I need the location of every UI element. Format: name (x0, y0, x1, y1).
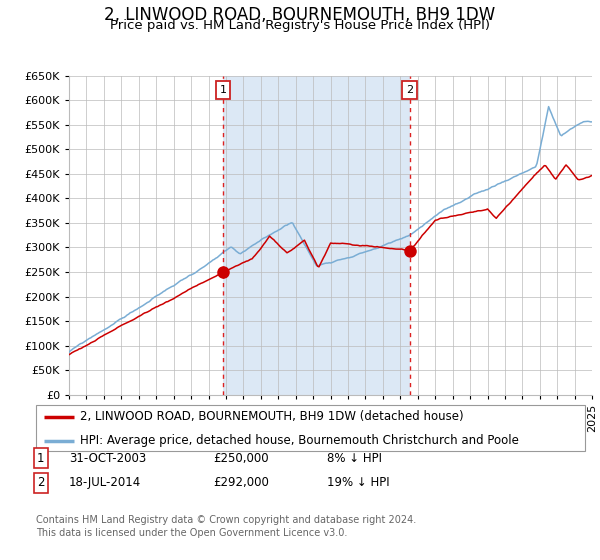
Text: 31-OCT-2003: 31-OCT-2003 (69, 451, 146, 465)
Text: 1: 1 (220, 85, 227, 95)
Text: Contains HM Land Registry data © Crown copyright and database right 2024.: Contains HM Land Registry data © Crown c… (36, 515, 416, 525)
Text: 18-JUL-2014: 18-JUL-2014 (69, 476, 141, 489)
Text: 19% ↓ HPI: 19% ↓ HPI (327, 476, 389, 489)
Text: 8% ↓ HPI: 8% ↓ HPI (327, 451, 382, 465)
Text: 2: 2 (37, 476, 44, 489)
FancyBboxPatch shape (36, 405, 585, 451)
Text: 1: 1 (37, 451, 44, 465)
Text: £250,000: £250,000 (213, 451, 269, 465)
Text: Price paid vs. HM Land Registry's House Price Index (HPI): Price paid vs. HM Land Registry's House … (110, 19, 490, 32)
Text: £292,000: £292,000 (213, 476, 269, 489)
Text: 2: 2 (406, 85, 413, 95)
Bar (223, 76, 410, 395)
Text: This data is licensed under the Open Government Licence v3.0.: This data is licensed under the Open Gov… (36, 528, 347, 538)
Text: HPI: Average price, detached house, Bournemouth Christchurch and Poole: HPI: Average price, detached house, Bour… (80, 434, 519, 447)
Text: 2, LINWOOD ROAD, BOURNEMOUTH, BH9 1DW: 2, LINWOOD ROAD, BOURNEMOUTH, BH9 1DW (104, 6, 496, 24)
Text: 2, LINWOOD ROAD, BOURNEMOUTH, BH9 1DW (detached house): 2, LINWOOD ROAD, BOURNEMOUTH, BH9 1DW (d… (80, 410, 464, 423)
